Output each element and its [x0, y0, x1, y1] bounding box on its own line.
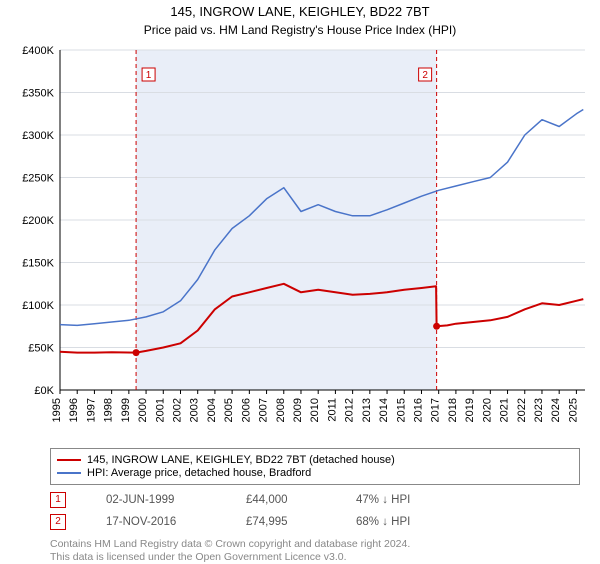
svg-text:2010: 2010	[309, 398, 321, 422]
svg-text:1999: 1999	[120, 398, 132, 422]
sale-date: 02-JUN-1999	[106, 494, 206, 506]
svg-text:2025: 2025	[567, 398, 579, 422]
svg-text:2008: 2008	[275, 398, 287, 422]
svg-text:2019: 2019	[464, 398, 476, 422]
svg-text:2022: 2022	[516, 398, 528, 422]
sale-price: £74,995	[246, 516, 316, 528]
sales-row: 2 17-NOV-2016 £74,995 68% ↓ HPI	[50, 514, 580, 530]
line-chart-svg: £0K £50K £100K £150K £200K £250K £300K £350K £40…	[10, 40, 590, 440]
chart-title: 145, INGROW LANE, KEIGHLEY, BD22 7BT	[0, 4, 600, 21]
svg-text:£150K: £150K	[22, 258, 54, 270]
svg-text:£400K: £400K	[22, 45, 54, 57]
marker-badge: 2	[50, 514, 66, 530]
marker-badge: 1	[50, 492, 66, 508]
footnote-line-2: This data is licensed under the Open Gov…	[50, 551, 580, 564]
sales-row: 1 02-JUN-1999 £44,000 47% ↓ HPI	[50, 492, 580, 508]
svg-text:£0K: £0K	[34, 385, 54, 397]
footnote: Contains HM Land Registry data © Crown c…	[50, 538, 580, 564]
svg-text:2009: 2009	[292, 398, 304, 422]
chart-subtitle: Price paid vs. HM Land Registry's House …	[0, 23, 600, 39]
legend-swatch	[57, 459, 81, 461]
svg-text:2001: 2001	[154, 398, 166, 422]
svg-text:2006: 2006	[240, 398, 252, 422]
svg-text:1: 1	[146, 70, 152, 81]
svg-text:£50K: £50K	[28, 343, 54, 355]
svg-text:2020: 2020	[481, 398, 493, 422]
legend-swatch	[57, 472, 81, 474]
legend-item: 145, INGROW LANE, KEIGHLEY, BD22 7BT (de…	[57, 454, 573, 466]
svg-text:2003: 2003	[189, 398, 201, 422]
svg-text:2018: 2018	[447, 398, 459, 422]
legend-box: 145, INGROW LANE, KEIGHLEY, BD22 7BT (de…	[50, 448, 580, 485]
svg-text:2011: 2011	[326, 398, 338, 422]
footnote-line-1: Contains HM Land Registry data © Crown c…	[50, 538, 580, 551]
svg-text:2023: 2023	[533, 398, 545, 422]
chart-area: £0K £50K £100K £150K £200K £250K £300K £350K £40…	[10, 40, 590, 440]
svg-text:2014: 2014	[378, 398, 390, 422]
svg-text:1995: 1995	[51, 398, 63, 422]
svg-text:2016: 2016	[412, 398, 424, 422]
svg-text:2005: 2005	[223, 398, 235, 422]
svg-text:2024: 2024	[550, 398, 562, 422]
svg-text:2007: 2007	[258, 398, 270, 422]
svg-text:2: 2	[422, 70, 428, 81]
sale-hpi-ratio: 47% ↓ HPI	[356, 494, 410, 506]
svg-text:2021: 2021	[499, 398, 511, 422]
svg-text:2013: 2013	[361, 398, 373, 422]
svg-text:2002: 2002	[171, 398, 183, 422]
svg-text:£250K: £250K	[22, 173, 54, 185]
svg-text:2012: 2012	[344, 398, 356, 422]
svg-text:£350K: £350K	[22, 88, 54, 100]
svg-text:2015: 2015	[395, 398, 407, 422]
svg-text:£200K: £200K	[22, 215, 54, 227]
sales-table: 1 02-JUN-1999 £44,000 47% ↓ HPI 2 17-NOV-2016…	[50, 492, 580, 536]
sale-hpi-ratio: 68% ↓ HPI	[356, 516, 410, 528]
svg-text:£100K: £100K	[22, 300, 54, 312]
sale-price: £44,000	[246, 494, 316, 506]
svg-text:1998: 1998	[103, 398, 115, 422]
legend-item: HPI: Average price, detached house, Brad…	[57, 467, 573, 479]
svg-text:1997: 1997	[85, 398, 97, 422]
sale-date: 17-NOV-2016	[106, 516, 206, 528]
svg-text:1996: 1996	[68, 398, 80, 422]
svg-text:2017: 2017	[430, 398, 442, 422]
svg-text:2004: 2004	[206, 398, 218, 422]
legend-label: 145, INGROW LANE, KEIGHLEY, BD22 7BT (de…	[87, 454, 395, 466]
legend-label: HPI: Average price, detached house, Brad…	[87, 467, 311, 479]
svg-text:2000: 2000	[137, 398, 149, 422]
svg-text:£300K: £300K	[22, 130, 54, 142]
